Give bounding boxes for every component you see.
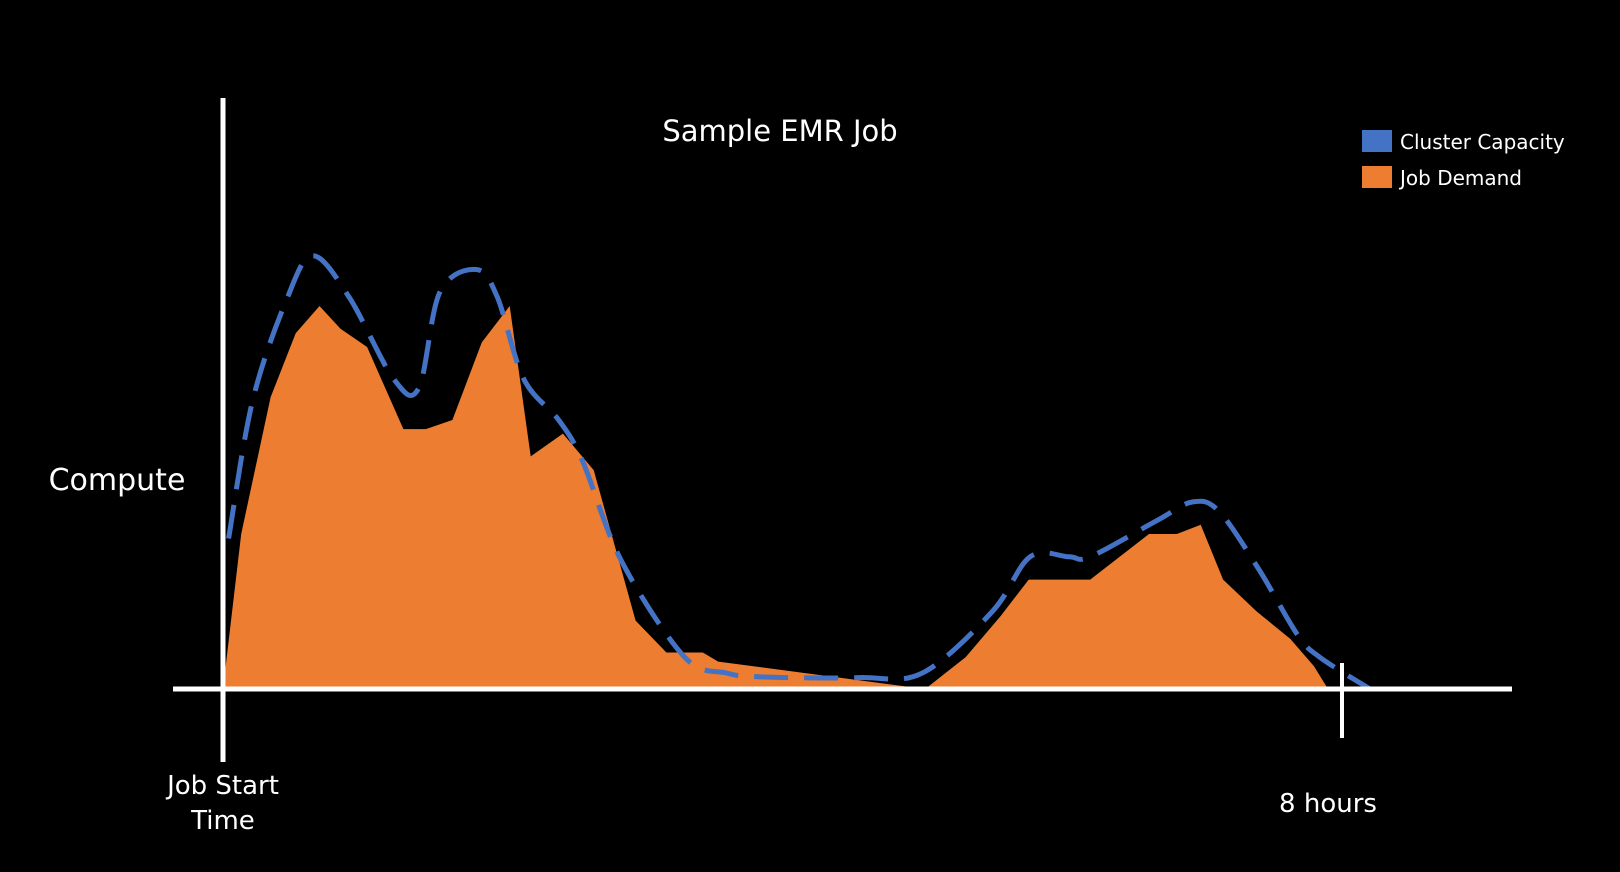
series-job-demand-area [223,306,1328,689]
legend-swatch-cluster-capacity [1362,130,1392,152]
plot-layer [223,253,1372,692]
legend-label-job-demand: Job Demand [1398,166,1522,190]
chart-title: Sample EMR Job [662,114,897,148]
x-tick-label-start-line-1: Job Start [165,771,279,801]
x-tick-label-start-line-2: Time [190,806,255,836]
series-cluster-capacity-line [226,253,1372,692]
legend-swatch-job-demand [1362,166,1392,188]
legend-label-cluster-capacity: Cluster Capacity [1400,130,1565,154]
y-axis-label: Compute [49,463,186,498]
legend: Cluster Capacity Job Demand [1362,130,1565,190]
x-tick-label-end: 8 hours [1279,789,1377,819]
